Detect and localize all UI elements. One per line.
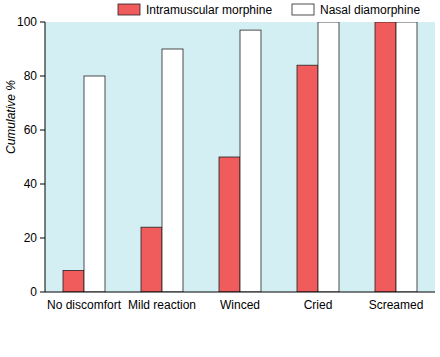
bar — [396, 22, 417, 292]
bar — [297, 65, 318, 292]
y-tick — [40, 76, 45, 77]
bar — [63, 270, 84, 292]
y-tick — [40, 22, 45, 23]
chart: 0 20 40 60 80 100 No discomfort Mild reaction Wi… — [0, 0, 440, 357]
y-tick-label: 100 — [17, 15, 37, 29]
legend-label: Nasal diamorphine — [320, 3, 420, 17]
bar — [141, 227, 162, 292]
y-tick — [40, 184, 45, 185]
x-tick-label: No discomfort — [47, 298, 122, 312]
legend-swatch — [118, 4, 140, 15]
legend-label: Intramuscular morphine — [146, 3, 272, 17]
y-axis-label: Cumulative % — [4, 80, 18, 154]
x-tick-label: Cried — [304, 298, 333, 312]
bar — [375, 22, 396, 292]
y-tick-label: 80 — [24, 69, 38, 83]
y-tick — [40, 292, 45, 293]
y-tick-label: 40 — [24, 177, 38, 191]
x-axis — [45, 292, 435, 293]
bar — [162, 49, 183, 292]
bar — [219, 157, 240, 292]
x-tick-label: Mild reaction — [128, 298, 196, 312]
y-axis — [45, 22, 46, 292]
plot-background — [45, 22, 435, 292]
bar — [318, 22, 339, 292]
bars — [63, 22, 417, 292]
x-tick-label: Screamed — [369, 298, 424, 312]
y-tick-label: 20 — [24, 231, 38, 245]
bar — [84, 76, 105, 292]
legend-swatch — [292, 4, 314, 15]
y-tick — [40, 238, 45, 239]
y-tick-label: 60 — [24, 123, 38, 137]
bar — [240, 30, 261, 292]
y-tick — [40, 130, 45, 131]
y-tick-label: 0 — [30, 285, 37, 299]
x-tick-label: Winced — [220, 298, 260, 312]
